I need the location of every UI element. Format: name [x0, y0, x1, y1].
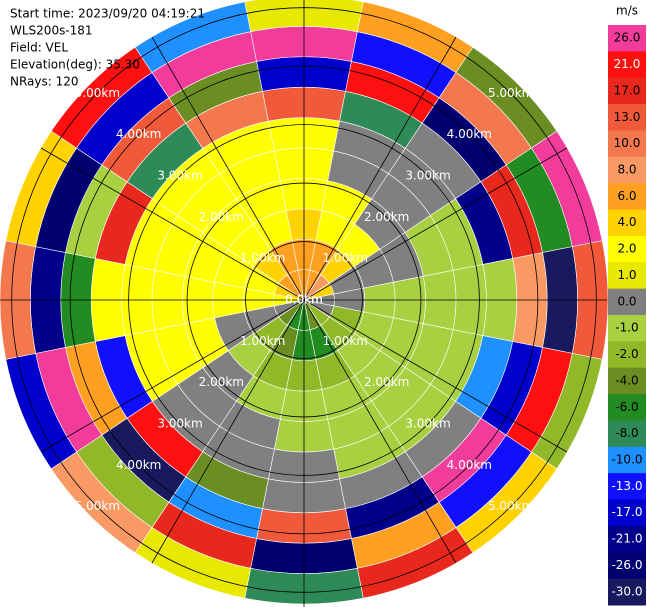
spokes	[0, 0, 607, 607]
range-label: 0.0km	[285, 293, 323, 307]
colorbar-tick-label: -1.0	[615, 321, 638, 335]
colorbar-cell	[608, 104, 646, 131]
range-label: 2.00km	[199, 210, 244, 224]
colorbar-cell	[608, 156, 646, 184]
header-line: WLS200s-181	[10, 24, 93, 38]
colorbar-tick-label: 4.0	[617, 215, 636, 229]
range-label: 3.00km	[157, 169, 202, 183]
range-label: 4.00km	[447, 127, 492, 141]
header-line: Field: VEL	[10, 41, 68, 55]
range-ring	[128, 124, 480, 476]
colorbar-label: m/s	[616, 4, 638, 18]
range-label: 1.00km	[323, 334, 368, 348]
colorbar-tick-label: 17.0	[614, 83, 641, 97]
range-label: 1.00km	[240, 251, 285, 265]
range-ring	[11, 7, 597, 593]
range-label: 0.0km	[285, 293, 323, 307]
colorbar-tick-label: -6.0	[615, 400, 638, 414]
colorbar-tick-label: -17.0	[611, 505, 642, 519]
colorbar-cell	[608, 235, 646, 263]
range-label: 5.00km	[75, 86, 120, 100]
colorbar-tick-label: -13.0	[611, 479, 642, 493]
header-line: NRays: 120	[10, 75, 79, 89]
range-label: 2.00km	[199, 375, 244, 389]
range-ring	[245, 241, 363, 359]
colorbar-cell	[608, 525, 646, 553]
colorbar-cell	[608, 367, 646, 395]
colorbar-cell	[608, 315, 646, 342]
colorbar-tick-label: 13.0	[614, 110, 641, 124]
range-label: 3.00km	[405, 416, 450, 430]
colorbar-cell	[608, 552, 646, 580]
range-label: 1.00km	[323, 251, 368, 265]
colorbar-tick-label: -21.0	[611, 532, 642, 546]
range-label: 5.00km	[488, 499, 533, 513]
range-label: 5.00km	[75, 499, 120, 513]
colorbar-cell	[608, 25, 646, 52]
header-line: Elevation(deg): 35.30	[10, 58, 140, 72]
colorbar-tick-label: -2.0	[615, 347, 638, 361]
colorbar-tick-label: 8.0	[617, 163, 636, 177]
colorbar-cell	[608, 77, 646, 105]
colorbar-cell	[608, 499, 646, 527]
colorbar-cell	[608, 394, 646, 421]
colorbar-tick-label: 10.0	[614, 136, 641, 150]
colorbar-cell	[608, 420, 646, 448]
colorbar-cell	[608, 51, 646, 79]
colorbar-cell	[608, 288, 646, 316]
colorbar-tick-label: -4.0	[615, 373, 638, 387]
colorbar-tick-label: 21.0	[614, 57, 641, 71]
colorbar-tick-label: -10.0	[611, 453, 642, 467]
range-label: 2.00km	[364, 210, 409, 224]
range-label: 2.00km	[364, 375, 409, 389]
header: Start time: 2023/09/20 04:19:21 WLS200s-1…	[10, 7, 205, 89]
colorbar-tick-label: -30.0	[611, 584, 642, 598]
colorbar-tick-label: -8.0	[615, 426, 638, 440]
colorbar-cell	[608, 473, 646, 501]
colorbar-tick-label: 26.0	[614, 31, 641, 45]
range-label: 3.00km	[405, 169, 450, 183]
range-label: 0.0km	[285, 293, 323, 307]
spoke	[40, 147, 568, 453]
range-label: 3.00km	[157, 416, 202, 430]
range-ring	[186, 182, 422, 418]
colorbar-tick-label: 0.0	[617, 294, 636, 308]
range-label: 1.00km	[240, 334, 285, 348]
range-label: 0.0km	[285, 293, 323, 307]
range-label: 4.00km	[447, 458, 492, 472]
colorbar-cell	[608, 578, 646, 606]
colorbar-cell	[608, 130, 646, 158]
colorbar-tick-label: 2.0	[617, 242, 636, 256]
colorbar-cell	[608, 262, 646, 290]
range-label: 4.00km	[116, 127, 161, 141]
range-label: 5.00km	[488, 86, 533, 100]
colorbar-cell	[608, 446, 646, 474]
colorbar-tick-label: -26.0	[611, 558, 642, 572]
colorbar-cell	[608, 209, 646, 237]
colorbar-cell	[608, 341, 646, 369]
range-ring	[69, 65, 539, 535]
colorbar-tick-label: 6.0	[617, 189, 636, 203]
header-line: Start time: 2023/09/20 04:19:21	[10, 7, 205, 21]
colorbar-cell	[608, 183, 646, 211]
colorbar-tick-label: 1.0	[617, 268, 636, 282]
colorbar: m/s 26.0 21.0 17.0 13.0 10.0 8.0 6.0 4.0 2.0 1.0 0.…	[608, 4, 646, 606]
range-label: 4.00km	[116, 458, 161, 472]
